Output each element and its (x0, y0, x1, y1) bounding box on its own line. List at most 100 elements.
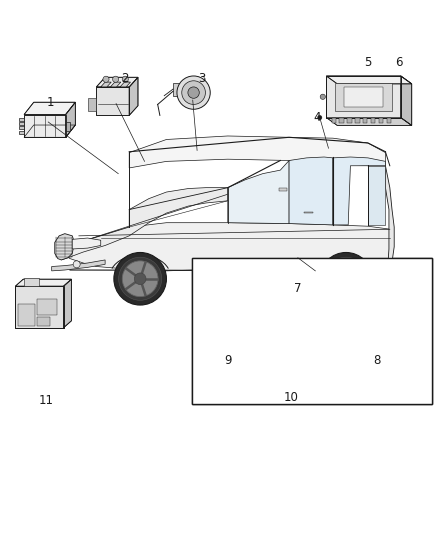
Polygon shape (310, 282, 396, 383)
Polygon shape (37, 317, 50, 326)
Polygon shape (129, 136, 385, 168)
Text: 8: 8 (373, 354, 380, 367)
Polygon shape (61, 188, 228, 260)
Polygon shape (385, 166, 394, 271)
Circle shape (122, 261, 158, 297)
Polygon shape (19, 126, 24, 130)
Polygon shape (66, 122, 70, 131)
Polygon shape (101, 82, 111, 87)
Text: 5: 5 (364, 56, 371, 69)
Polygon shape (96, 87, 129, 115)
Bar (192, 258, 432, 405)
Polygon shape (24, 278, 39, 286)
Polygon shape (305, 266, 314, 391)
Circle shape (325, 257, 367, 300)
Text: 1: 1 (46, 96, 54, 109)
Polygon shape (217, 273, 305, 391)
Polygon shape (371, 118, 375, 123)
Polygon shape (24, 125, 75, 138)
Text: 2: 2 (121, 71, 129, 85)
Polygon shape (52, 260, 105, 271)
Polygon shape (18, 304, 35, 326)
Polygon shape (217, 266, 314, 273)
Circle shape (320, 94, 325, 99)
Bar (192, 258, 432, 405)
Polygon shape (401, 76, 412, 125)
Polygon shape (396, 277, 403, 383)
Circle shape (113, 76, 119, 82)
Text: 11: 11 (39, 393, 53, 407)
Circle shape (103, 76, 109, 82)
Bar (192, 258, 432, 405)
Polygon shape (314, 271, 327, 282)
Polygon shape (61, 223, 392, 272)
Polygon shape (279, 188, 287, 191)
Polygon shape (332, 118, 336, 123)
Circle shape (119, 257, 162, 300)
Polygon shape (19, 118, 24, 120)
Polygon shape (335, 83, 392, 111)
Circle shape (360, 311, 402, 353)
Polygon shape (347, 118, 352, 123)
Polygon shape (379, 118, 383, 123)
Text: 10: 10 (284, 391, 299, 405)
Circle shape (177, 76, 210, 109)
Circle shape (114, 253, 166, 305)
Polygon shape (310, 282, 396, 383)
Polygon shape (88, 98, 96, 111)
Circle shape (328, 261, 364, 297)
Circle shape (182, 81, 205, 104)
Polygon shape (314, 271, 327, 282)
Polygon shape (96, 77, 138, 87)
Circle shape (73, 261, 80, 268)
Polygon shape (110, 82, 121, 87)
Polygon shape (326, 118, 412, 125)
Text: 4: 4 (314, 111, 321, 124)
Polygon shape (120, 82, 131, 87)
Circle shape (340, 273, 352, 285)
Polygon shape (228, 160, 289, 223)
Polygon shape (326, 76, 412, 84)
Polygon shape (15, 279, 71, 286)
Circle shape (188, 87, 199, 98)
Polygon shape (15, 286, 64, 328)
Circle shape (360, 311, 402, 353)
Polygon shape (173, 83, 182, 96)
Polygon shape (368, 166, 385, 225)
Polygon shape (19, 122, 24, 125)
Polygon shape (310, 277, 403, 282)
Polygon shape (217, 273, 305, 391)
Circle shape (318, 115, 322, 120)
Polygon shape (355, 118, 360, 123)
Polygon shape (24, 115, 66, 138)
Circle shape (343, 294, 419, 370)
Polygon shape (305, 266, 314, 391)
Polygon shape (24, 102, 75, 115)
Polygon shape (326, 76, 401, 118)
Polygon shape (339, 118, 344, 123)
Polygon shape (72, 238, 101, 249)
Polygon shape (363, 118, 367, 123)
Polygon shape (387, 118, 391, 123)
Polygon shape (129, 77, 138, 115)
Text: 6: 6 (395, 56, 403, 69)
Polygon shape (66, 102, 75, 138)
Polygon shape (333, 157, 385, 225)
Polygon shape (19, 131, 24, 134)
Polygon shape (304, 212, 313, 213)
Polygon shape (64, 279, 71, 328)
Text: 9: 9 (224, 354, 232, 367)
Polygon shape (396, 277, 403, 383)
Polygon shape (344, 87, 383, 107)
Text: 3: 3 (198, 71, 205, 85)
Polygon shape (310, 277, 403, 282)
Circle shape (320, 253, 372, 305)
Polygon shape (289, 157, 333, 225)
Circle shape (122, 76, 128, 82)
Text: 7: 7 (294, 282, 302, 295)
Polygon shape (37, 300, 57, 314)
Circle shape (134, 273, 146, 285)
Circle shape (343, 294, 419, 370)
Polygon shape (55, 233, 74, 260)
Polygon shape (217, 266, 314, 273)
